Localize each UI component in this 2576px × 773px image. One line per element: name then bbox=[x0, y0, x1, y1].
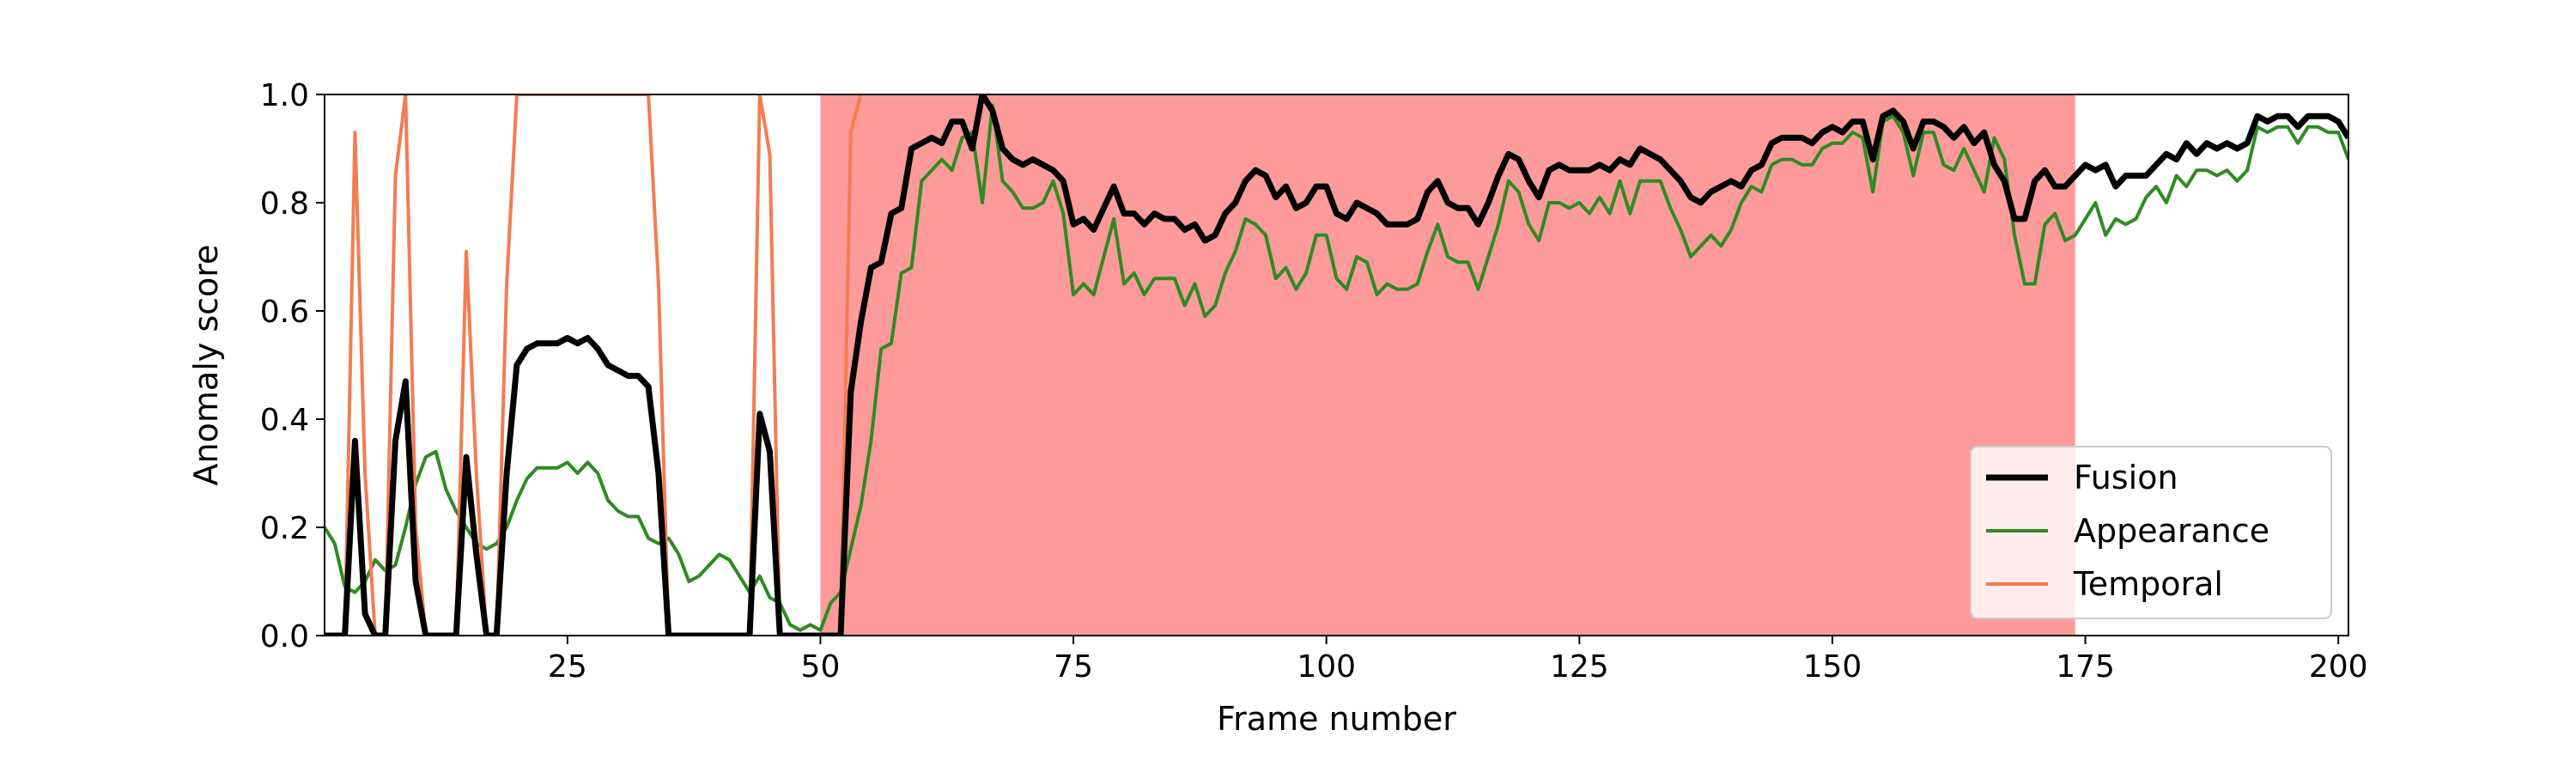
x-tick-label: 150 bbox=[1803, 649, 1862, 685]
legend-label-fusion: Fusion bbox=[2074, 459, 2178, 496]
legend-label-appearance: Appearance bbox=[2074, 512, 2269, 550]
y-tick-label: 0.6 bbox=[260, 295, 309, 330]
x-tick-label: 100 bbox=[1297, 649, 1356, 685]
x-tick-label: 200 bbox=[2309, 649, 2368, 685]
plot-frame bbox=[324, 94, 2349, 636]
y-tick-label: 0.0 bbox=[260, 619, 309, 654]
y-axis-label: Anomaly score bbox=[187, 245, 225, 486]
y-tick-label: 1.0 bbox=[260, 78, 309, 113]
series-layer bbox=[325, 94, 2348, 636]
x-tick-label: 125 bbox=[1550, 649, 1609, 685]
legend-box bbox=[1970, 446, 2332, 619]
series-line-fusion bbox=[325, 94, 2348, 636]
x-axis-label: Frame number bbox=[1217, 700, 1456, 738]
x-tick-label: 50 bbox=[801, 649, 841, 685]
x-tick-label: 75 bbox=[1054, 649, 1093, 685]
y-axis: 0.0 0.2 0.4 0.6 0.8 1.0 bbox=[260, 78, 325, 654]
x-tick-label: 25 bbox=[548, 649, 587, 685]
highlight-region-layer bbox=[820, 94, 2075, 636]
series-line-temporal bbox=[325, 94, 863, 636]
y-tick-label: 0.2 bbox=[260, 511, 309, 546]
y-tick-label: 0.8 bbox=[260, 186, 309, 222]
legend: Fusion Appearance Temporal bbox=[1970, 446, 2332, 619]
x-tick-label: 175 bbox=[2056, 649, 2115, 685]
y-tick-label: 0.4 bbox=[260, 403, 309, 438]
highlight-region bbox=[820, 94, 2075, 636]
x-axis: 25 50 75 100 125 150 175 200 bbox=[548, 636, 2368, 685]
legend-label-temporal: Temporal bbox=[2073, 565, 2223, 603]
